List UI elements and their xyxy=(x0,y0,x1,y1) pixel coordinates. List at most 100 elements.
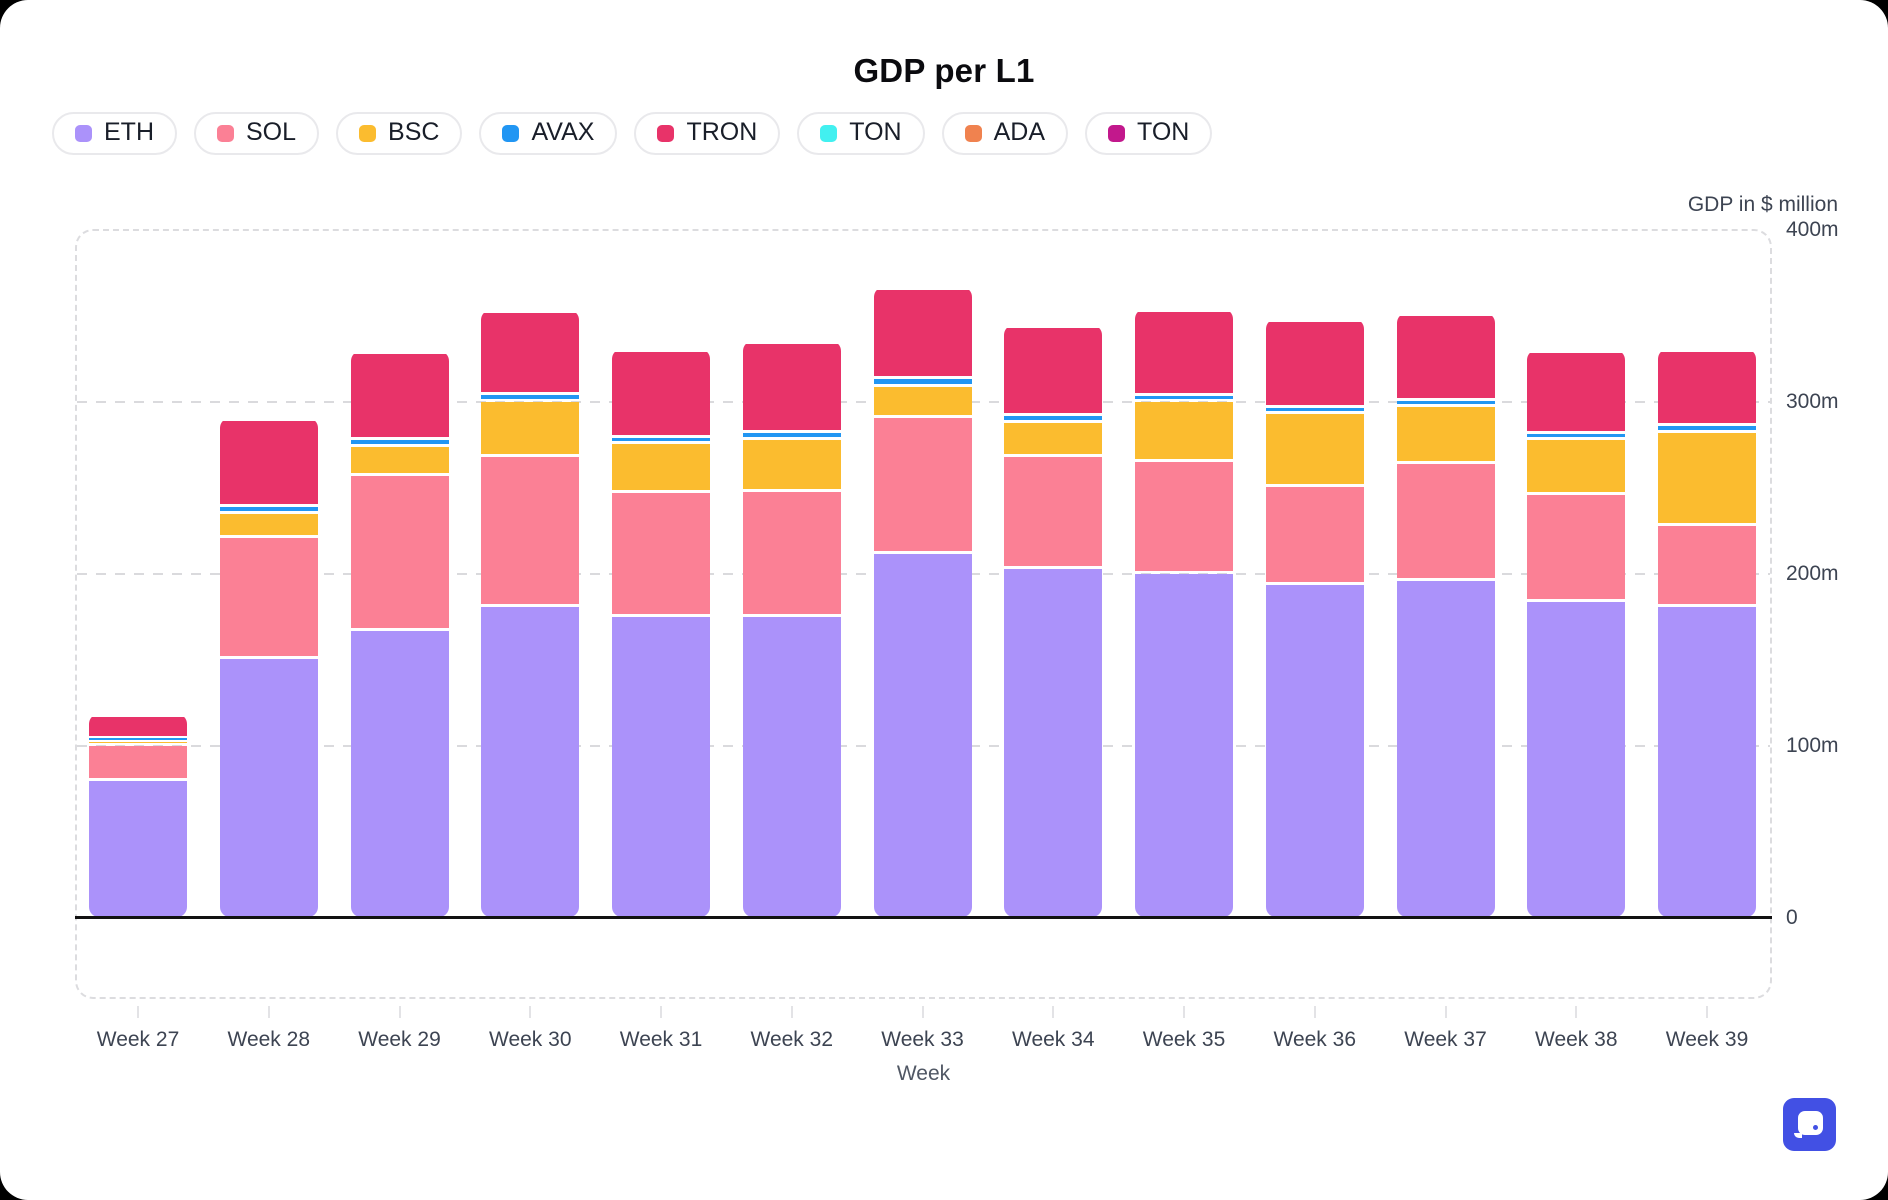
segment-avax-week-31[interactable] xyxy=(612,438,710,441)
segment-eth-week-35[interactable] xyxy=(1135,574,1233,917)
segment-bsc-week-32[interactable] xyxy=(742,440,841,489)
segment-avax-week-27[interactable] xyxy=(89,738,187,740)
y-tick-0: 0 xyxy=(1786,906,1798,929)
segment-sol-week-36[interactable] xyxy=(1265,486,1364,582)
segment-avax-week-37[interactable] xyxy=(1396,400,1495,405)
segment-tron-week-29[interactable] xyxy=(350,354,449,438)
bar-week-27[interactable] xyxy=(89,714,187,917)
legend-label: TRON xyxy=(686,118,758,146)
segment-sol-week-37[interactable] xyxy=(1396,464,1495,579)
segment-bsc-week-34[interactable] xyxy=(1004,422,1103,455)
segment-avax-week-28[interactable] xyxy=(219,507,318,512)
segment-sol-week-28[interactable] xyxy=(219,538,318,656)
x-label-week-32: Week 32 xyxy=(750,1028,834,1051)
segment-bsc-week-38[interactable] xyxy=(1527,440,1626,493)
segment-bsc-week-31[interactable] xyxy=(612,443,710,491)
segment-avax-week-29[interactable] xyxy=(350,440,449,444)
bar-week-39[interactable] xyxy=(1658,349,1756,917)
legend-pill-avax-3[interactable]: AVAX xyxy=(479,112,618,155)
segment-eth-week-29[interactable] xyxy=(350,631,449,917)
segment-eth-week-36[interactable] xyxy=(1265,584,1364,917)
bar-week-34[interactable] xyxy=(1004,325,1103,917)
bar-week-35[interactable] xyxy=(1135,309,1233,917)
segment-tron-week-34[interactable] xyxy=(1004,328,1103,414)
legend-swatch xyxy=(359,125,377,142)
segment-sol-week-27[interactable] xyxy=(89,746,187,778)
segment-avax-week-39[interactable] xyxy=(1658,426,1756,431)
segment-tron-week-31[interactable] xyxy=(612,352,710,436)
segment-tron-week-32[interactable] xyxy=(742,343,841,431)
segment-bsc-week-37[interactable] xyxy=(1396,407,1495,462)
bar-week-38[interactable] xyxy=(1527,350,1626,917)
segment-tron-week-37[interactable] xyxy=(1396,316,1495,398)
segment-bsc-week-27[interactable] xyxy=(89,741,187,744)
segment-eth-week-34[interactable] xyxy=(1004,569,1103,917)
segment-tron-week-33[interactable] xyxy=(873,289,972,377)
bar-week-36[interactable] xyxy=(1265,319,1364,917)
segment-sol-week-38[interactable] xyxy=(1527,495,1626,599)
y-axis-title: GDP in $ million xyxy=(1687,193,1838,216)
segment-sol-week-30[interactable] xyxy=(481,457,580,604)
segment-eth-week-37[interactable] xyxy=(1396,581,1495,917)
segment-tron-week-39[interactable] xyxy=(1658,352,1756,424)
segment-tron-week-35[interactable] xyxy=(1135,311,1233,394)
segment-eth-week-39[interactable] xyxy=(1658,606,1756,917)
bar-week-31[interactable] xyxy=(612,349,710,917)
bar-week-33[interactable] xyxy=(873,287,972,917)
segment-eth-week-38[interactable] xyxy=(1527,601,1626,917)
chat-bubble-icon xyxy=(1798,1111,1823,1135)
segment-eth-week-30[interactable] xyxy=(481,606,580,917)
segment-sol-week-39[interactable] xyxy=(1658,526,1756,604)
segment-avax-week-35[interactable] xyxy=(1135,396,1233,400)
segment-bsc-week-35[interactable] xyxy=(1135,402,1233,460)
legend-swatch xyxy=(1108,125,1125,142)
segment-avax-week-36[interactable] xyxy=(1265,408,1364,412)
bar-week-37[interactable] xyxy=(1396,313,1495,917)
legend-pill-eth-0[interactable]: ETH xyxy=(52,112,177,155)
segment-eth-week-33[interactable] xyxy=(873,553,972,917)
segment-tron-week-30[interactable] xyxy=(481,312,580,393)
segment-bsc-week-36[interactable] xyxy=(1265,414,1364,484)
segment-avax-week-34[interactable] xyxy=(1004,416,1103,420)
segment-bsc-week-33[interactable] xyxy=(873,386,972,415)
legend-pill-ton-7[interactable]: TON xyxy=(1085,112,1213,155)
segment-eth-week-32[interactable] xyxy=(742,617,841,917)
bar-week-32[interactable] xyxy=(742,341,841,917)
segment-sol-week-33[interactable] xyxy=(873,417,972,551)
segment-eth-week-31[interactable] xyxy=(612,617,710,917)
legend-pill-tron-4[interactable]: TRON xyxy=(634,112,781,155)
segment-bsc-week-39[interactable] xyxy=(1658,433,1756,524)
segment-eth-week-28[interactable] xyxy=(219,658,318,917)
bar-week-30[interactable] xyxy=(481,310,580,917)
segment-avax-week-30[interactable] xyxy=(481,395,580,400)
y-tick-400m: 400m xyxy=(1786,218,1839,241)
segment-avax-week-33[interactable] xyxy=(873,379,972,384)
segment-avax-week-32[interactable] xyxy=(742,433,841,438)
segment-tron-week-27[interactable] xyxy=(89,717,187,737)
legend-pill-sol-1[interactable]: SOL xyxy=(194,112,320,155)
x-tick xyxy=(529,1006,532,1018)
legend-pill-bsc-2[interactable]: BSC xyxy=(336,112,463,155)
legend-pill-ton-5[interactable]: TON xyxy=(797,112,925,155)
legend-swatch xyxy=(75,125,92,142)
segment-tron-week-36[interactable] xyxy=(1265,322,1364,406)
legend-pill-ada-6[interactable]: ADA xyxy=(941,112,1068,155)
segment-sol-week-35[interactable] xyxy=(1135,462,1233,572)
x-tick xyxy=(137,1006,139,1018)
segment-bsc-week-28[interactable] xyxy=(219,514,318,536)
segment-sol-week-32[interactable] xyxy=(742,491,841,615)
segment-avax-week-38[interactable] xyxy=(1527,434,1626,438)
x-label-week-38: Week 38 xyxy=(1535,1028,1618,1051)
segment-eth-week-27[interactable] xyxy=(89,780,187,917)
segment-tron-week-28[interactable] xyxy=(219,421,318,505)
segment-bsc-week-29[interactable] xyxy=(350,447,449,474)
segment-sol-week-29[interactable] xyxy=(350,476,449,629)
chat-widget-button[interactable] xyxy=(1783,1098,1836,1151)
segment-tron-week-38[interactable] xyxy=(1527,353,1626,432)
x-axis-line xyxy=(75,916,1772,919)
segment-sol-week-31[interactable] xyxy=(612,493,710,615)
segment-bsc-week-30[interactable] xyxy=(481,402,580,455)
bar-week-29[interactable] xyxy=(350,351,449,917)
bar-week-28[interactable] xyxy=(219,418,318,917)
segment-sol-week-34[interactable] xyxy=(1004,457,1103,567)
